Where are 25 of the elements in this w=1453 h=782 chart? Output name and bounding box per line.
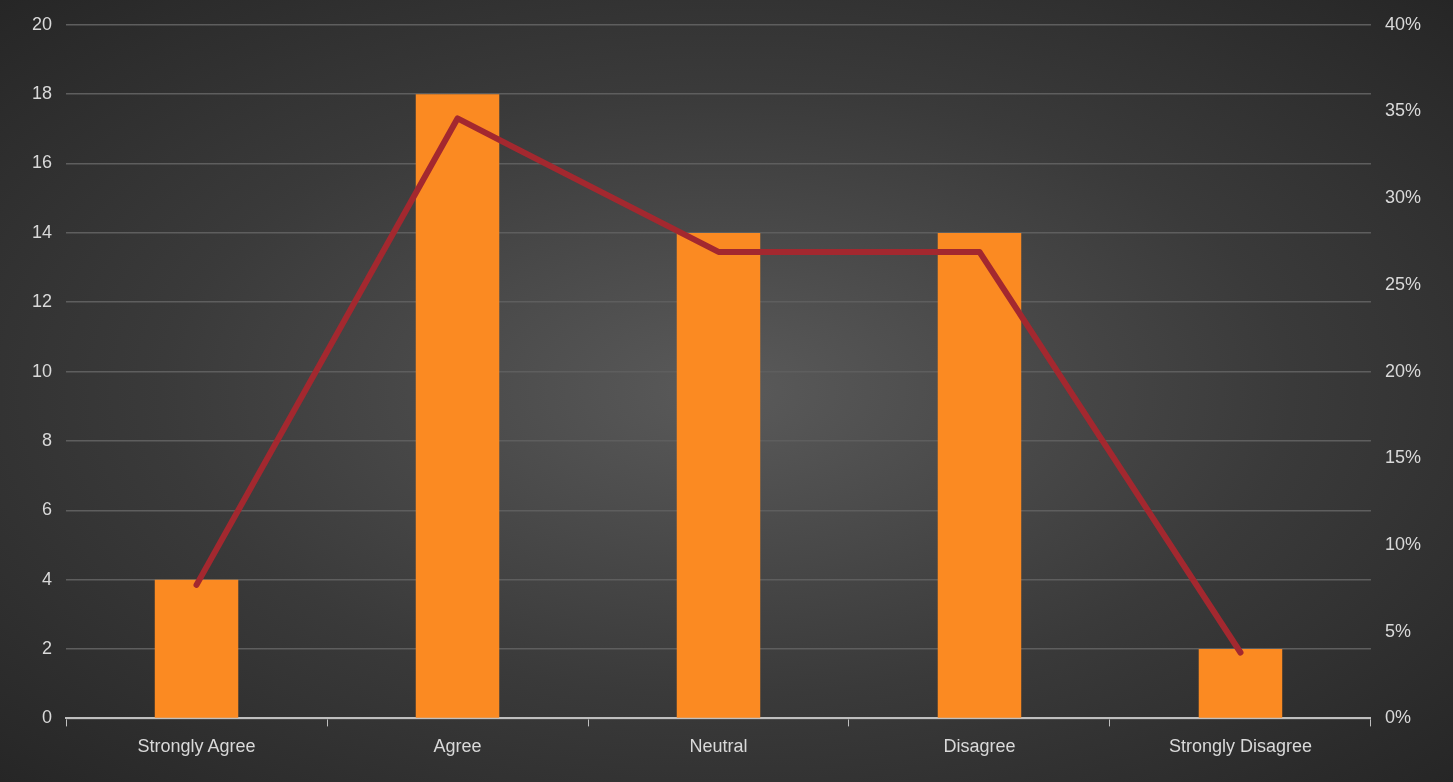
y-tick-label: 18 — [31, 83, 53, 104]
x-tick-label: Neutral — [689, 736, 748, 757]
y2-tick-label: 0% — [1384, 707, 1411, 728]
y2-tick-label: 10% — [1384, 533, 1421, 554]
y2-tick-label: 25% — [1384, 273, 1421, 294]
y2-tick-label: 30% — [1384, 187, 1421, 208]
x-tick-label: Strongly Agree — [137, 736, 256, 757]
y-tick-label: 6 — [42, 499, 53, 520]
x-tick-label: Strongly Disagree — [1168, 736, 1313, 757]
y2-tick-label: 15% — [1384, 447, 1421, 468]
y2-tick-label: 20% — [1384, 360, 1421, 381]
y-tick-label: 8 — [42, 429, 53, 450]
y-tick-label: 4 — [42, 568, 53, 589]
x-tick-label: Disagree — [943, 736, 1016, 757]
y2-tick-label: 5% — [1384, 620, 1411, 641]
y-tick-label: 14 — [31, 221, 53, 242]
x-tick-label: Agree — [433, 736, 482, 757]
y2-tick-label: 35% — [1384, 100, 1421, 121]
y-tick-label: 10 — [31, 360, 53, 381]
y-tick-label: 0 — [42, 707, 53, 728]
y-tick-label: 16 — [31, 152, 53, 173]
y2-tick-label: 40% — [1384, 13, 1421, 34]
y-tick-label: 20 — [31, 13, 53, 34]
y-tick-label: 2 — [42, 638, 53, 659]
y-tick-label: 12 — [31, 291, 53, 312]
